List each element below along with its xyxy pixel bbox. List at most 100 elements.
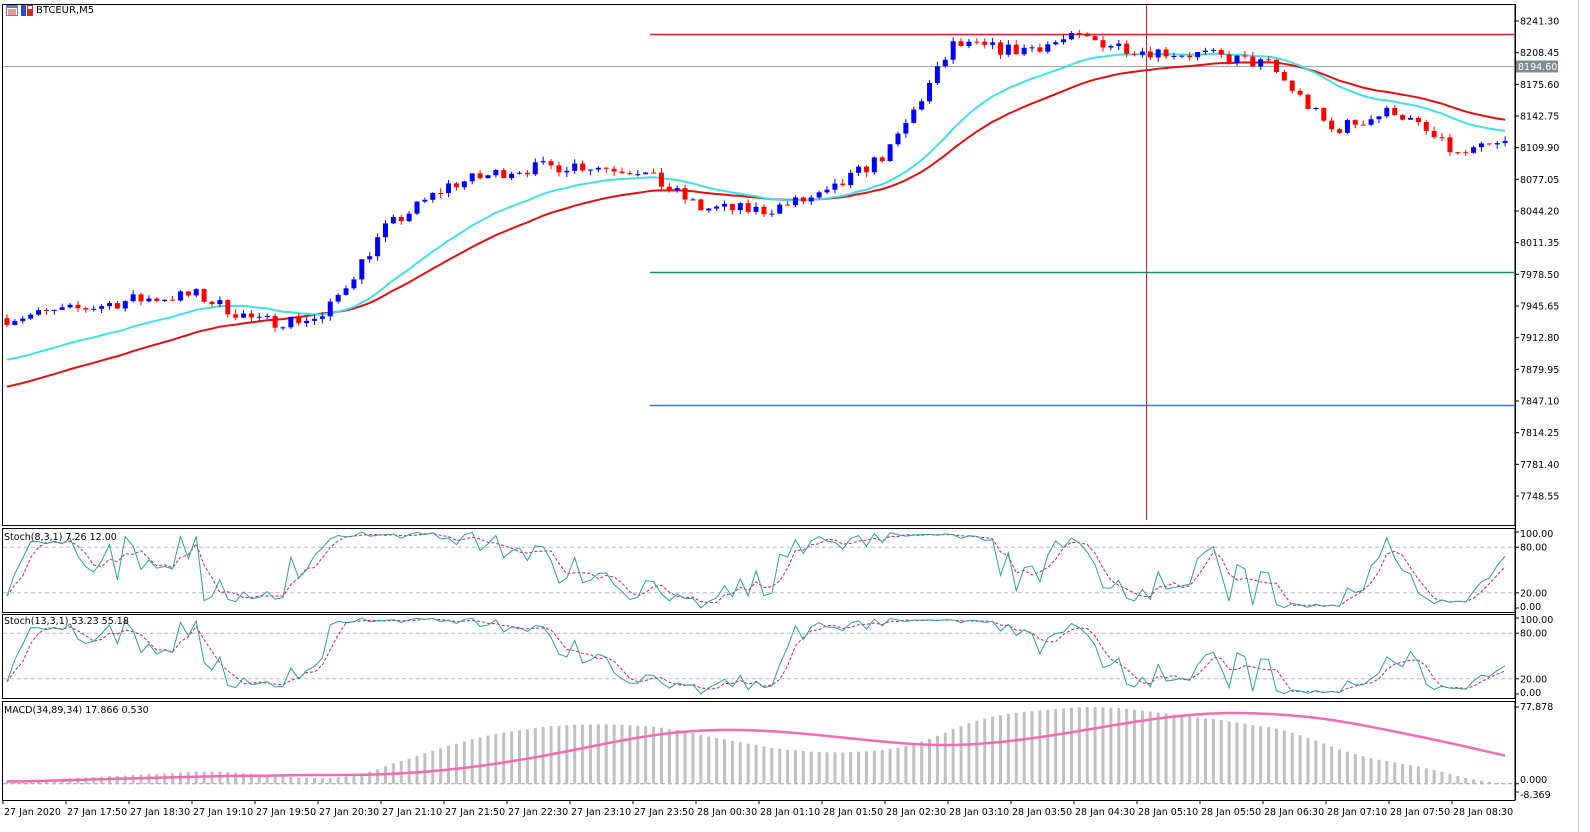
candle-body (1202, 50, 1208, 53)
time-tick-label: 28 Jan 08:30 (1453, 807, 1513, 818)
candle-body (1147, 51, 1153, 58)
macd-bar (1172, 714, 1176, 784)
macd-bar (265, 774, 269, 784)
candle-body (256, 316, 262, 318)
macd-bar (257, 774, 261, 784)
candle-body (540, 161, 546, 163)
candle-body (422, 199, 428, 202)
macd-bar (928, 738, 932, 784)
time-tick-label: 28 Jan 01:50 (823, 807, 883, 818)
macd-bar (935, 735, 939, 784)
time-tick-label: 27 Jan 21:50 (445, 807, 505, 818)
stoch-tick-label: 100.00 (1520, 615, 1553, 626)
time-tick-label: 28 Jan 03:50 (1012, 807, 1072, 818)
macd-bar (1046, 709, 1050, 784)
macd-bar (1093, 707, 1097, 784)
candle-body (777, 204, 783, 214)
stoch-tick-label: 0.00 (1520, 602, 1541, 613)
macd-bar (510, 731, 514, 784)
candle-body (1084, 33, 1090, 37)
macd-bar (691, 732, 695, 784)
candle-body (241, 313, 247, 318)
candle-body (67, 304, 73, 308)
candle-body (1281, 72, 1287, 81)
macd-bar (226, 772, 230, 784)
candle-body (1486, 143, 1492, 145)
candle-body (572, 163, 578, 171)
candle-body (114, 303, 120, 309)
candle-body (390, 216, 396, 224)
candle-body (304, 320, 310, 324)
macd-bar (628, 725, 632, 784)
macd-bar (1006, 713, 1010, 784)
macd-bar (313, 778, 317, 784)
macd-bar (1203, 718, 1207, 784)
candle-body (154, 298, 160, 301)
candle-body (1108, 45, 1114, 48)
candle-body (1139, 51, 1145, 55)
macd-bar (620, 724, 624, 784)
candle-body (856, 166, 862, 173)
candle-body (1415, 117, 1421, 123)
candle-body (1068, 33, 1074, 40)
macd-bar (1180, 715, 1184, 784)
macd-bar (857, 751, 861, 784)
macd-bar (1377, 759, 1381, 784)
candle-body (1478, 143, 1484, 148)
macd-bar (1401, 763, 1405, 784)
macd-bar (415, 755, 419, 784)
price-tick-label: 8208.45 (1520, 48, 1559, 59)
macd-bar (1487, 781, 1491, 784)
stoch-tick-label: 80.00 (1520, 629, 1547, 640)
candle-body (706, 208, 712, 211)
macd-bar (604, 724, 608, 784)
candle-body (209, 301, 215, 305)
macd-bar (699, 734, 703, 784)
time-tick-label: 28 Jan 01:10 (760, 807, 820, 818)
candle-body (1494, 143, 1500, 145)
candle-body (43, 310, 49, 312)
macd-bar (912, 743, 916, 784)
macd-bar (652, 726, 656, 784)
macd-bar (904, 745, 908, 784)
candle-body (808, 197, 814, 202)
macd-bar (5, 781, 9, 784)
candle-body (942, 59, 948, 67)
candle-body (1100, 40, 1106, 48)
chart-title: BTCEUR,M5 (6, 5, 94, 16)
macd-bar (565, 725, 569, 784)
macd-bar (1133, 709, 1137, 784)
time-tick-label: 27 Jan 17:50 (67, 807, 127, 818)
macd-tick-label: 77.878 (1520, 702, 1553, 713)
time-tick-label: 27 Jan 22:30 (508, 807, 568, 818)
macd-bar (880, 750, 884, 784)
macd-tick-label: -8.369 (1520, 790, 1551, 801)
macd-bar (1077, 707, 1081, 784)
chart-list-icon[interactable] (6, 5, 18, 16)
candle-body (1455, 152, 1461, 154)
time-tick-label: 27 Jan 19:10 (193, 807, 253, 818)
candle-body (990, 42, 996, 45)
candle-body (982, 41, 988, 45)
candle-body (453, 183, 459, 188)
macd-bar (242, 773, 246, 784)
macd-bar (730, 740, 734, 784)
candle-body (911, 109, 917, 123)
candle-body (1305, 94, 1311, 109)
candle-body (233, 314, 239, 318)
macd-bar (1125, 708, 1129, 784)
macd-bar (1156, 712, 1160, 784)
candle-body (177, 291, 183, 301)
price-tick-label: 8044.20 (1520, 207, 1559, 218)
macd-bar (778, 748, 782, 784)
time-tick-label: 27 Jan 2020 (4, 807, 61, 818)
candle-body (934, 66, 940, 84)
candle-body (1061, 39, 1067, 43)
candle-body (1289, 80, 1295, 91)
price-tick-label: 8011.35 (1520, 238, 1559, 249)
save-icon[interactable] (21, 5, 33, 16)
candle-body (461, 181, 467, 188)
candle-body (927, 83, 933, 102)
candle-body (193, 289, 199, 296)
